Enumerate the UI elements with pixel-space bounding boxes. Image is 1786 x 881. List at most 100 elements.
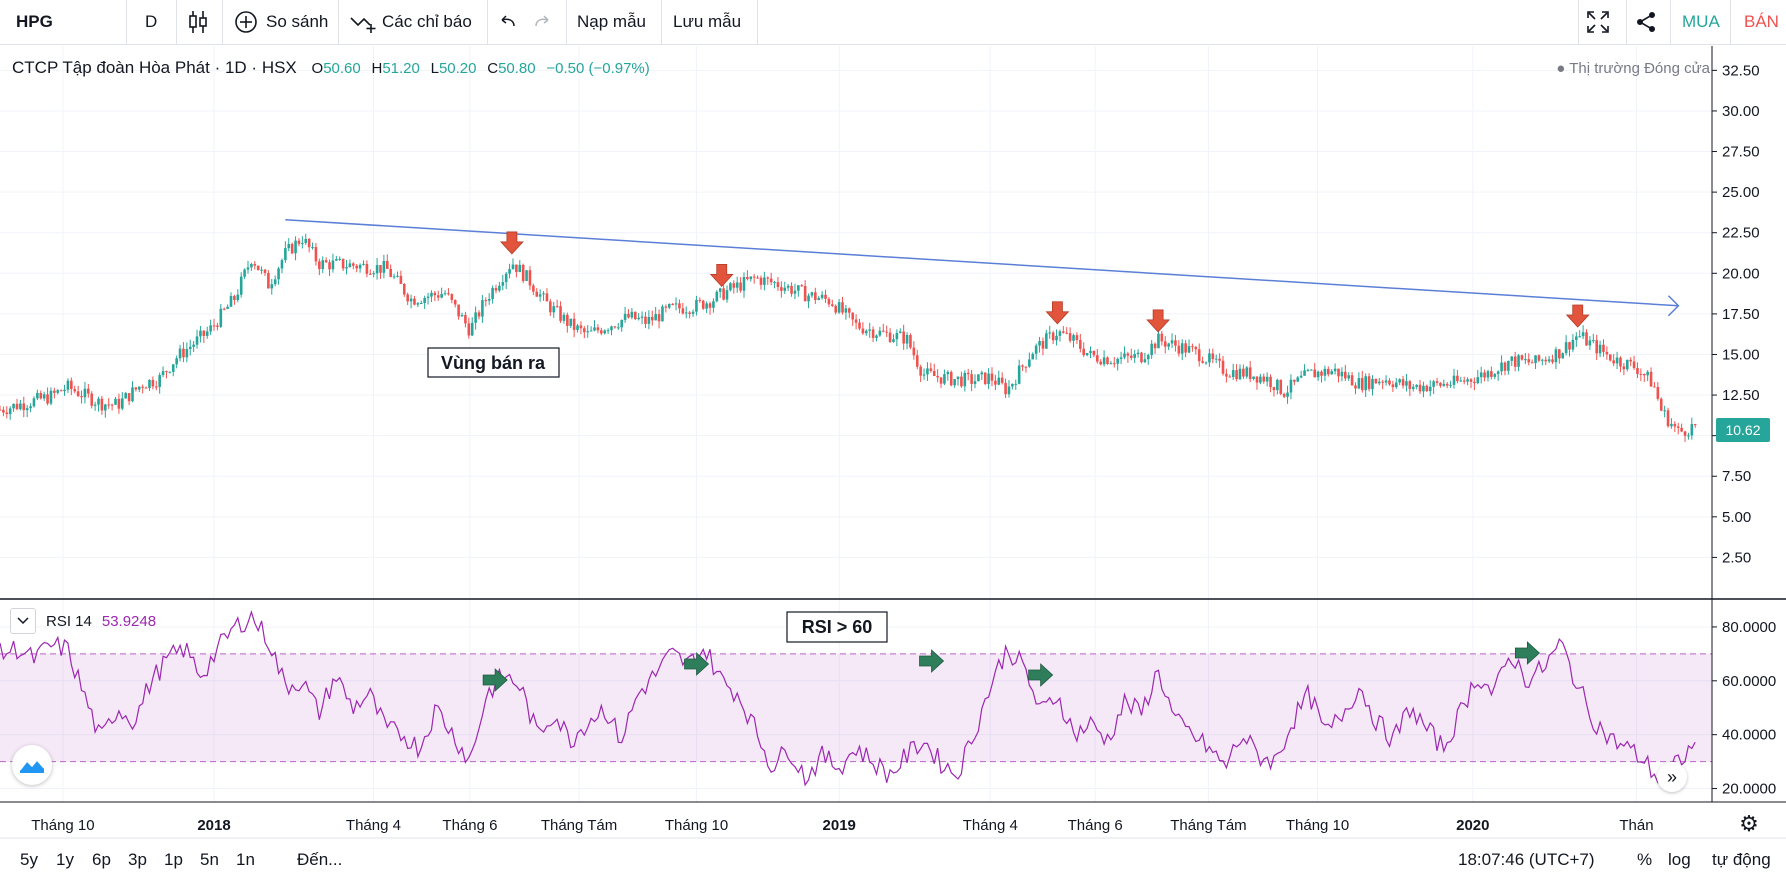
candle-down	[1194, 347, 1198, 350]
rsi-band	[0, 653, 1712, 762]
candle-down	[572, 318, 576, 330]
candle-down	[406, 294, 409, 302]
market-status: ● Thị trường Đóng cửa	[1556, 60, 1710, 77]
legend-exchange: HSX	[261, 58, 297, 77]
undo-button[interactable]	[498, 0, 518, 44]
candle-up	[807, 295, 810, 302]
symbol-search[interactable]: HPG	[16, 12, 53, 31]
candle-up	[66, 380, 70, 390]
candle-up	[372, 273, 375, 275]
candle-up	[1663, 410, 1666, 412]
candle-up	[878, 330, 882, 336]
candle-up	[1541, 359, 1544, 361]
compare-button[interactable]: So sánh	[234, 0, 328, 44]
gear-icon[interactable]: ⚙	[1739, 811, 1759, 836]
candle-down	[780, 287, 783, 291]
candle-up	[1547, 359, 1551, 362]
rsi-value: 53.9248	[101, 612, 157, 630]
candle-down	[433, 292, 437, 296]
candle-up	[1452, 375, 1456, 385]
range-button-1n[interactable]: 1n	[236, 850, 255, 869]
log-scale-toggle[interactable]: log	[1668, 850, 1691, 869]
candle-up	[1045, 333, 1048, 349]
candle-down	[966, 372, 970, 375]
rsi-axis-label: 80.0000	[1722, 619, 1776, 636]
trendline[interactable]	[285, 218, 1679, 307]
save-template-button[interactable]: Lưu mẫu	[673, 12, 742, 31]
candle-down	[1272, 387, 1276, 391]
candle-up	[83, 388, 87, 398]
percent-scale-toggle[interactable]: %	[1637, 850, 1653, 869]
sell-button[interactable]: BÁN	[1744, 12, 1779, 31]
candle-down	[1082, 348, 1086, 356]
indicators-button[interactable]: Các chỉ báo	[350, 0, 472, 44]
candle-down	[1408, 381, 1412, 389]
candle-down	[596, 327, 600, 331]
candle-up	[19, 403, 22, 410]
fullscreen-button[interactable]	[1586, 0, 1610, 44]
candle-up	[518, 264, 522, 273]
candle-down	[769, 278, 773, 283]
candle-up	[1330, 371, 1334, 375]
candle-down	[1163, 341, 1167, 347]
candle-down	[457, 304, 460, 317]
time-axis-label: Tháng Tám	[541, 817, 617, 834]
sell-zone-annotation[interactable]: Vùng bán ra	[427, 347, 560, 378]
range-button-1y[interactable]: 1y	[56, 850, 74, 869]
candle-up	[209, 325, 212, 332]
range-button-3p[interactable]: 3p	[128, 850, 147, 869]
candle-down	[80, 396, 83, 398]
candle-up	[1479, 372, 1483, 378]
candle-down	[1642, 373, 1646, 376]
rsi-annotation[interactable]: RSI > 60	[786, 611, 888, 643]
candle-down	[881, 330, 885, 332]
candle-down	[1568, 342, 1571, 350]
candle-down	[1585, 332, 1588, 346]
candle-up	[161, 371, 165, 376]
candle-up	[1432, 381, 1435, 387]
buy-button[interactable]: MUA	[1682, 12, 1720, 31]
candle-down	[566, 314, 569, 326]
time-axis-label: Tháng 4	[346, 817, 401, 834]
scroll-to-realtime-button[interactable]: »	[1657, 762, 1687, 792]
redo-button[interactable]	[532, 0, 552, 44]
candle-down	[861, 328, 865, 334]
candle-down	[1381, 381, 1384, 383]
range-button-1p[interactable]: 1p	[164, 850, 183, 869]
candle-up	[423, 297, 426, 303]
candle-down	[885, 331, 888, 333]
range-button-5n[interactable]: 5n	[200, 850, 219, 869]
candle-up	[1231, 370, 1235, 377]
candle-down	[1483, 372, 1486, 378]
candle-down	[297, 240, 301, 244]
candle-up	[97, 398, 100, 405]
candle-up	[1167, 343, 1170, 347]
candle-down	[858, 322, 861, 329]
candle-down	[644, 316, 647, 324]
candle-down	[127, 393, 131, 402]
time-axis-label: Tháng 10	[1286, 817, 1349, 834]
rsi-signal-arrow	[1514, 641, 1540, 665]
candle-down	[939, 377, 943, 384]
tradingview-logo[interactable]	[12, 745, 52, 785]
candle-up	[124, 393, 127, 399]
load-template-button[interactable]: Nạp mẫu	[577, 12, 646, 31]
fullscreen-icon	[1587, 11, 1609, 33]
goto-date-button[interactable]: Đến...	[297, 850, 343, 869]
candle-down	[851, 312, 855, 320]
chart-type-button[interactable]	[186, 0, 210, 44]
candle-down	[22, 403, 26, 411]
range-button-5y[interactable]: 5y	[20, 850, 38, 869]
auto-scale-toggle[interactable]: tự động	[1712, 850, 1771, 869]
candle-down	[803, 285, 807, 302]
interval-selector[interactable]: D	[145, 12, 158, 31]
share-button[interactable]	[1634, 0, 1658, 44]
candle-up	[1031, 353, 1035, 360]
candle-up	[735, 282, 739, 288]
candle-down	[1177, 345, 1181, 354]
rsi-collapse-button[interactable]	[10, 608, 36, 634]
range-button-6p[interactable]: 6p	[92, 850, 111, 869]
candle-down	[1490, 371, 1493, 377]
legend-change: −0.50 (−0.97%)	[546, 60, 650, 77]
